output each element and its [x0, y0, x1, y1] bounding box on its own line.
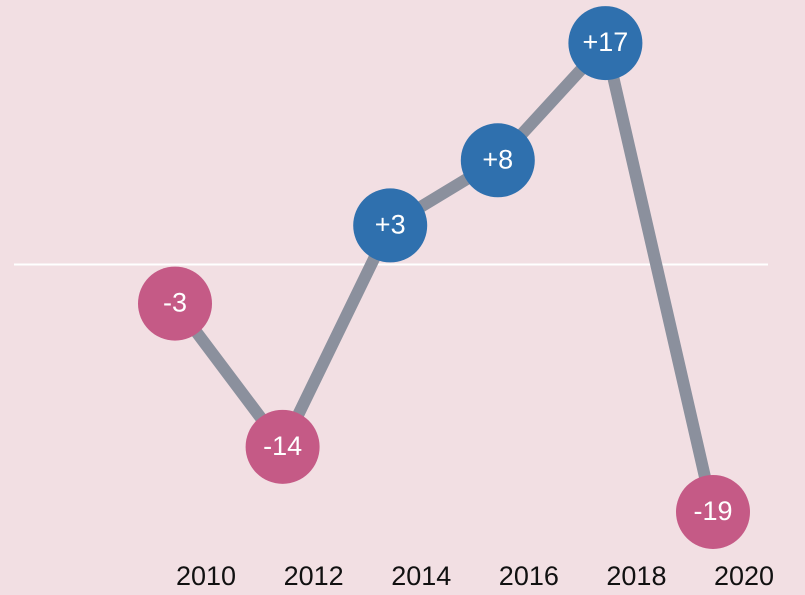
data-label: -3 [163, 288, 187, 318]
x-tick-label: 2010 [176, 561, 236, 591]
point [568, 6, 643, 81]
x-tick-label: 2014 [391, 561, 451, 591]
data-label: -19 [693, 496, 732, 526]
x-tick-label: 2020 [714, 561, 774, 591]
point [245, 409, 320, 484]
point [460, 123, 535, 198]
x-tick-label: 2016 [499, 561, 559, 591]
x-tick-label: 2018 [606, 561, 666, 591]
point [353, 188, 428, 263]
data-label: -14 [263, 431, 302, 461]
data-label: +8 [482, 144, 513, 174]
point [138, 266, 212, 341]
point [676, 474, 750, 549]
data-label: +3 [375, 210, 406, 240]
x-tick-label: 2012 [284, 561, 344, 591]
data-label: +17 [582, 27, 628, 57]
